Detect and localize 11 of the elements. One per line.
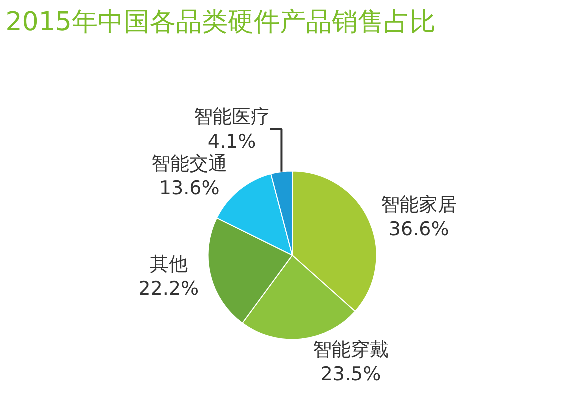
slice-label: 智能医疗 xyxy=(194,106,270,128)
data-label: 22.2% xyxy=(138,278,200,300)
data-label: 4.1% xyxy=(208,130,256,153)
slice-label: 智能家居 xyxy=(381,194,458,216)
data-label: 23.5% xyxy=(320,364,382,386)
slice-label: 智能交通 xyxy=(152,152,228,175)
data-label: 13.6% xyxy=(159,178,220,200)
chart-title: 2015年中国各品类硬件产品销售占比 xyxy=(6,7,436,38)
data-label: 36.6% xyxy=(388,218,450,240)
slice-label: 智能穿戴 xyxy=(312,339,389,362)
slice-label: 其他 xyxy=(150,253,188,276)
